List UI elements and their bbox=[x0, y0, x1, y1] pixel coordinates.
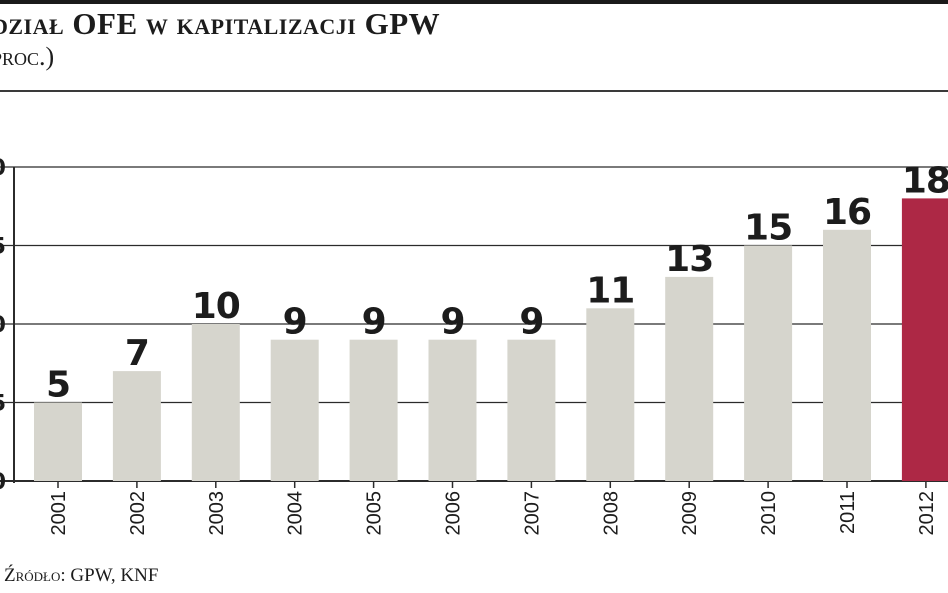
bar-2003 bbox=[191, 324, 240, 481]
data-label-2010: 15 bbox=[744, 208, 792, 249]
data-label-2012: 18 bbox=[902, 160, 948, 201]
data-label-2009: 13 bbox=[665, 239, 713, 280]
x-tick-label-2008: 2008 bbox=[600, 491, 622, 536]
data-label-2001: 5 bbox=[46, 365, 70, 406]
data-label-2002: 7 bbox=[125, 333, 149, 374]
source-note: Źródło: GPW, KNF bbox=[4, 565, 159, 586]
bar-2006 bbox=[428, 339, 477, 481]
bar-2002 bbox=[112, 371, 161, 481]
chart-title: dział OFE w kapitalizacji GPW bbox=[0, 6, 441, 41]
x-tick-label-2010: 2010 bbox=[758, 491, 780, 536]
x-tick-label-2003: 2003 bbox=[206, 491, 228, 536]
x-tick-label-2001: 2001 bbox=[48, 491, 70, 536]
header-divider bbox=[0, 90, 948, 92]
y-tick-label: 20 bbox=[0, 156, 6, 181]
data-label-2005: 9 bbox=[362, 302, 386, 343]
y-tick-label: 15 bbox=[0, 235, 6, 260]
x-tick-label-2011: 2011 bbox=[837, 491, 859, 534]
y-tick-label: 10 bbox=[0, 313, 6, 338]
top-rule bbox=[0, 0, 948, 4]
chart-subtitle: proc.) bbox=[0, 42, 55, 71]
bar-2004 bbox=[270, 339, 319, 481]
y-tick-label: 0 bbox=[0, 470, 6, 495]
x-tick-label-2004: 2004 bbox=[285, 491, 307, 536]
data-label-2003: 10 bbox=[192, 286, 240, 327]
data-label-2011: 16 bbox=[823, 192, 871, 233]
data-label-2007: 9 bbox=[519, 302, 543, 343]
x-tick-label-2006: 2006 bbox=[443, 491, 465, 536]
bar-2007 bbox=[507, 339, 556, 481]
x-tick-label-2012: 2012 bbox=[916, 491, 938, 536]
data-label-2008: 11 bbox=[586, 270, 634, 311]
bar-2012 bbox=[901, 198, 948, 481]
bar-2008 bbox=[586, 308, 635, 481]
bar-2001 bbox=[34, 402, 82, 481]
bar-2010 bbox=[744, 245, 793, 481]
x-tick-label-2005: 2005 bbox=[364, 491, 386, 536]
data-label-2006: 9 bbox=[440, 302, 464, 343]
x-tick-label-2002: 2002 bbox=[127, 491, 149, 536]
bar-2009 bbox=[665, 276, 714, 481]
bar-2011 bbox=[823, 229, 871, 481]
x-tick-label-2009: 2009 bbox=[679, 491, 701, 536]
y-tick-label: 5 bbox=[0, 392, 6, 417]
bar-2005 bbox=[349, 339, 398, 481]
data-label-2004: 9 bbox=[283, 302, 307, 343]
x-tick-label-2007: 2007 bbox=[521, 491, 543, 536]
